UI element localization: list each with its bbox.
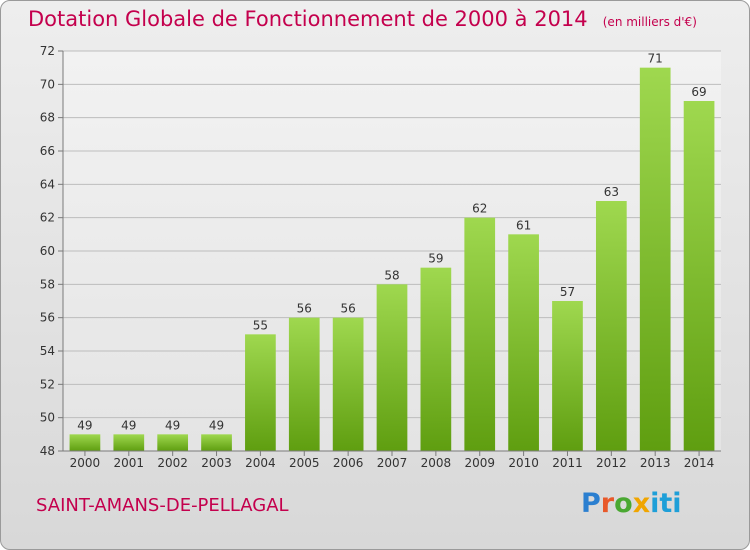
x-tick-label: 2007 xyxy=(377,456,408,470)
x-tick-label: 2001 xyxy=(114,456,145,470)
x-tick-label: 2006 xyxy=(333,456,364,470)
y-tick-label: 62 xyxy=(40,211,55,225)
x-tick-label: 2003 xyxy=(201,456,232,470)
proxiti-logo: Proxiti xyxy=(581,488,682,519)
value-label: 49 xyxy=(165,418,180,432)
value-label: 71 xyxy=(648,52,663,66)
bar-2008 xyxy=(420,267,452,451)
y-tick-label: 50 xyxy=(40,411,55,425)
value-labels: 49 49 49 49 55 56 56 58 59 62 61 57 63 71 69 xyxy=(77,52,706,433)
y-tick-label: 70 xyxy=(40,77,55,91)
value-label: 49 xyxy=(77,418,92,432)
bar-2000 xyxy=(69,434,101,451)
x-tick-label: 2005 xyxy=(289,456,320,470)
bar-2005 xyxy=(288,317,320,451)
y-tick-label: 60 xyxy=(40,244,55,258)
value-label: 63 xyxy=(604,185,619,199)
city-name: SAINT-AMANS-DE-PELLAGAL xyxy=(36,495,289,516)
value-label: 59 xyxy=(428,252,443,266)
bar-2014 xyxy=(683,101,715,451)
value-label: 57 xyxy=(560,285,575,299)
y-tick-label: 68 xyxy=(40,111,55,125)
value-label: 55 xyxy=(253,318,268,332)
value-label: 56 xyxy=(340,302,355,316)
x-tick-label: 2008 xyxy=(421,456,452,470)
y-tick-label: 64 xyxy=(40,177,55,191)
value-label: 62 xyxy=(472,202,487,216)
y-tick-label: 54 xyxy=(40,344,55,358)
y-tick-label: 58 xyxy=(40,277,55,291)
chart-title: Dotation Globale de Fonctionnement de 20… xyxy=(28,7,588,31)
x-tick-label: 2004 xyxy=(245,456,276,470)
chart-unit-note: (en milliers d'€) xyxy=(602,15,697,29)
bar-2012 xyxy=(595,201,627,451)
x-tick-label: 2014 xyxy=(684,456,715,470)
value-label: 58 xyxy=(384,268,399,282)
value-label: 49 xyxy=(121,418,136,432)
bar-2009 xyxy=(464,217,496,451)
value-label: 56 xyxy=(297,302,312,316)
x-tick-label: 2013 xyxy=(640,456,671,470)
y-tick-label: 72 xyxy=(40,44,55,58)
x-tick-label: 2012 xyxy=(596,456,627,470)
bar-2013 xyxy=(639,67,671,452)
value-label: 69 xyxy=(691,85,706,99)
x-tick-label: 2010 xyxy=(508,456,539,470)
y-tick-label: 48 xyxy=(40,444,55,458)
chart-title-row: Dotation Globale de Fonctionnement de 20… xyxy=(28,7,697,31)
y-tick-label: 56 xyxy=(40,311,55,325)
bar-2002 xyxy=(157,434,189,451)
x-tick-label: 2000 xyxy=(70,456,101,470)
x-tick-label: 2009 xyxy=(464,456,495,470)
bar-2004 xyxy=(245,334,276,451)
bar-2006 xyxy=(332,317,364,451)
bars xyxy=(69,67,715,452)
x-tick-label: 2002 xyxy=(157,456,188,470)
x-tick-label: 2011 xyxy=(552,456,583,470)
y-tick-label: 52 xyxy=(40,377,55,391)
bar-2007 xyxy=(376,284,408,451)
value-label: 49 xyxy=(209,418,224,432)
bar-2011 xyxy=(552,301,583,451)
y-axis-ticks: 48 50 52 54 56 58 60 62 64 66 68 70 72 xyxy=(40,44,63,458)
value-label: 61 xyxy=(516,218,531,232)
y-tick-label: 66 xyxy=(40,144,55,158)
bar-2003 xyxy=(201,434,232,451)
bar-2001 xyxy=(113,434,145,451)
x-axis-ticks: 2000 2001 2002 2003 2004 2005 2006 2007 2008 2009… xyxy=(70,451,715,470)
bar-2010 xyxy=(508,234,539,451)
